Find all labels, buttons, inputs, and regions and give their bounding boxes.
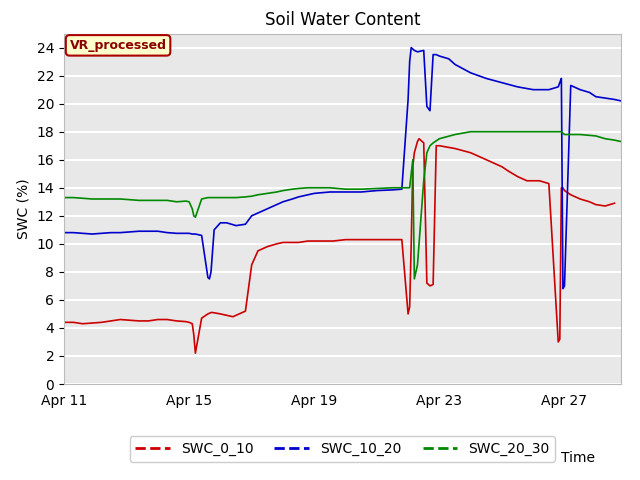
SWC_0_10: [408, 241, 415, 247]
Text: VR_processed: VR_processed: [70, 39, 166, 52]
SWC_20_30: [410, 276, 418, 282]
SWC_0_10: [295, 240, 303, 245]
SWC_10_20: [617, 98, 625, 104]
Y-axis label: SWC (%): SWC (%): [17, 179, 31, 239]
SWC_20_30: [60, 195, 68, 201]
SWC_0_10: [191, 350, 199, 356]
SWC_10_20: [60, 230, 68, 236]
Line: SWC_0_10: SWC_0_10: [64, 139, 614, 353]
SWC_10_20: [576, 87, 584, 93]
SWC_10_20: [559, 286, 567, 291]
SWC_0_10: [289, 240, 296, 245]
Line: SWC_20_30: SWC_20_30: [64, 132, 621, 279]
SWC_10_20: [557, 75, 565, 81]
SWC_0_10: [216, 311, 224, 317]
SWC_20_30: [264, 191, 271, 196]
SWC_20_30: [617, 139, 625, 144]
SWC_0_10: [611, 200, 618, 206]
Line: SWC_10_20: SWC_10_20: [64, 48, 621, 288]
SWC_10_20: [232, 223, 240, 228]
Legend: SWC_0_10, SWC_10_20, SWC_20_30: SWC_0_10, SWC_10_20, SWC_20_30: [130, 436, 555, 462]
SWC_20_30: [135, 197, 143, 203]
SWC_0_10: [207, 310, 215, 315]
SWC_20_30: [467, 129, 474, 134]
SWC_20_30: [451, 132, 459, 137]
Title: Soil Water Content: Soil Water Content: [265, 11, 420, 29]
SWC_10_20: [554, 84, 562, 90]
SWC_10_20: [342, 189, 349, 195]
SWC_0_10: [467, 150, 474, 156]
SWC_0_10: [60, 320, 68, 325]
SWC_10_20: [191, 231, 199, 237]
SWC_20_30: [107, 196, 115, 202]
SWC_10_20: [408, 45, 415, 50]
SWC_20_30: [576, 132, 584, 137]
SWC_20_30: [289, 186, 296, 192]
SWC_0_10: [415, 136, 423, 142]
Text: Time: Time: [561, 451, 595, 465]
